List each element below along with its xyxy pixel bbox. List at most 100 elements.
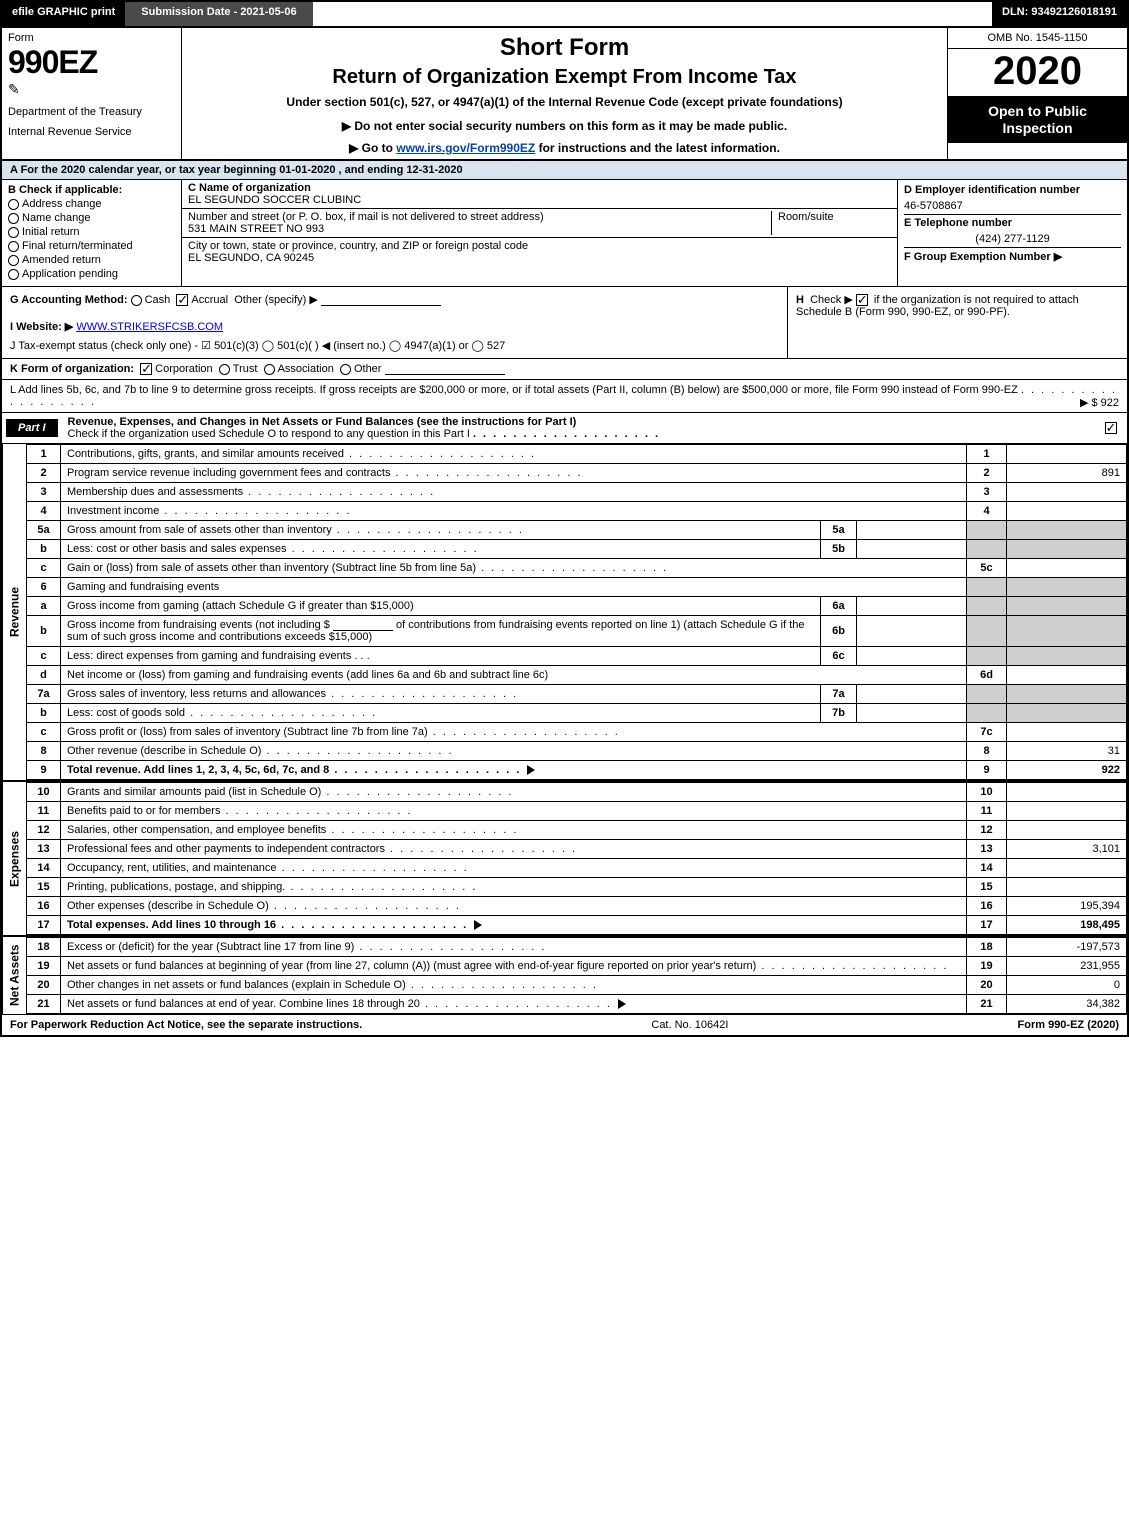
g-accrual-label: Accrual [191,294,228,306]
g-cash-radio[interactable] [131,295,142,306]
street-label: Number and street (or P. O. box, if mail… [188,211,544,223]
dept-treasury: Department of the Treasury [8,106,175,118]
k-other-radio[interactable] [340,364,351,375]
header-left: Form 990EZ ✎ Department of the Treasury … [2,28,182,159]
chk-final-return[interactable]: Final return/terminated [8,240,175,252]
top-bar: efile GRAPHIC print Submission Date - 20… [0,0,1129,28]
table-row: 18Excess or (deficit) for the year (Subt… [27,938,1127,957]
block-gh: G Accounting Method: Cash Accrual Other … [0,287,1129,359]
org-name-label: C Name of organization [188,182,311,194]
table-row: bLess: cost or other basis and sales exp… [27,540,1127,559]
table-row: cGain or (loss) from sale of assets othe… [27,559,1127,578]
page-footer: For Paperwork Reduction Act Notice, see … [0,1014,1129,1037]
revenue-vlabel: Revenue [2,444,26,780]
tel-value: (424) 277-1129 [904,231,1121,247]
netassets-table: 18Excess or (deficit) for the year (Subt… [26,937,1127,1014]
table-row: cGross profit or (loss) from sales of in… [27,723,1127,742]
subtitle: Under section 501(c), 527, or 4947(a)(1)… [190,95,939,109]
website-link[interactable]: WWW.STRIKERSFCSB.COM [76,321,223,333]
table-row: 13Professional fees and other payments t… [27,840,1127,859]
form-header: Form 990EZ ✎ Department of the Treasury … [0,28,1129,161]
title-return: Return of Organization Exempt From Incom… [190,66,939,89]
line-a-tax-year: A For the 2020 calendar year, or tax yea… [0,161,1129,180]
tax-year: 2020 [948,49,1127,97]
arrow-icon [474,920,482,930]
part1-schedule-o-check[interactable] [1097,422,1127,434]
city-value: EL SEGUNDO, CA 90245 [188,252,314,264]
goto-pre: ▶ Go to [349,141,396,155]
table-row: 21Net assets or fund balances at end of … [27,995,1127,1014]
irs-seal-icon: ✎ [8,81,175,98]
i-label: I Website: ▶ [10,321,73,333]
ein-value: 46-5708867 [904,198,1121,214]
k-corporation-label: Corporation [155,363,212,375]
table-row: 3Membership dues and assessments3 [27,483,1127,502]
k-corporation-check[interactable] [140,363,152,375]
submission-date: Submission Date - 2021-05-06 [125,2,312,26]
k-label: K Form of organization: [10,363,134,375]
table-row: 8Other revenue (describe in Schedule O)8… [27,742,1127,761]
expenses-section: Expenses 10Grants and similar amounts pa… [0,780,1129,935]
chk-amended-return[interactable]: Amended return [8,254,175,266]
table-row: 7aGross sales of inventory, less returns… [27,685,1127,704]
table-row: 9Total revenue. Add lines 1, 2, 3, 4, 5c… [27,761,1127,780]
street-value: 531 MAIN STREET NO 993 [188,223,324,235]
table-row: 1Contributions, gifts, grants, and simil… [27,445,1127,464]
table-row: aGross income from gaming (attach Schedu… [27,597,1127,616]
netassets-section: Net Assets 18Excess or (deficit) for the… [0,935,1129,1014]
chk-address-change[interactable]: Address change [8,198,175,210]
form-ref: Form 990-EZ (2020) [1018,1019,1119,1031]
g-other-input[interactable] [321,294,441,306]
table-row: 14Occupancy, rent, utilities, and mainte… [27,859,1127,878]
table-row: cLess: direct expenses from gaming and f… [27,647,1127,666]
h-text1: Check ▶ [810,294,856,306]
header-center: Short Form Return of Organization Exempt… [182,28,947,159]
table-row: 19Net assets or fund balances at beginni… [27,957,1127,976]
g-accrual-check[interactable] [176,294,188,306]
k-association-radio[interactable] [264,364,275,375]
irs-line: Internal Revenue Service [8,126,175,138]
expenses-vlabel: Expenses [2,782,26,935]
table-row: 5aGross amount from sale of assets other… [27,521,1127,540]
table-row: 2Program service revenue including gover… [27,464,1127,483]
col-b: B Check if applicable: Address change Na… [2,180,182,286]
k-other-input[interactable] [385,363,505,375]
header-right: OMB No. 1545-1150 2020 Open to Public In… [947,28,1127,159]
org-name-row: C Name of organization EL SEGUNDO SOCCER… [182,180,897,209]
h-checkbox[interactable] [856,294,868,306]
table-row: 17Total expenses. Add lines 10 through 1… [27,916,1127,935]
arrow-icon [618,999,626,1009]
room-suite: Room/suite [771,211,891,235]
row-l: L Add lines 5b, 6c, and 7b to line 9 to … [0,380,1129,413]
netassets-vlabel: Net Assets [2,937,26,1014]
chk-application-pending[interactable]: Application pending [8,268,175,280]
org-name-value: EL SEGUNDO SOCCER CLUBINC [188,194,361,206]
chk-initial-return[interactable]: Initial return [8,226,175,238]
k-other-label: Other [354,363,382,375]
row-k: K Form of organization: Corporation Trus… [0,359,1129,380]
form-word: Form [8,32,175,44]
table-row: dNet income or (loss) from gaming and fu… [27,666,1127,685]
chk-name-change[interactable]: Name change [8,212,175,224]
k-trust-radio[interactable] [219,364,230,375]
goto-link[interactable]: www.irs.gov/Form990EZ [396,141,535,155]
l-amount: ▶ $ 922 [1080,396,1119,409]
h-label: H [796,294,804,306]
k-trust-label: Trust [233,363,258,375]
goto-post: for instructions and the latest informat… [535,141,780,155]
g-other-label: Other (specify) ▶ [234,294,318,306]
dots-icon [473,428,660,440]
tel-label: E Telephone number [904,214,1121,231]
table-row: 10Grants and similar amounts paid (list … [27,783,1127,802]
city-label: City or town, state or province, country… [188,240,528,252]
col-def: D Employer identification number 46-5708… [897,180,1127,286]
row-h: H Check ▶ if the organization is not req… [787,287,1127,358]
part1-subtitle: Check if the organization used Schedule … [68,428,470,440]
row-g-accounting: G Accounting Method: Cash Accrual Other … [2,287,787,358]
spacer [313,2,992,26]
table-row: 16Other expenses (describe in Schedule O… [27,897,1127,916]
l-text: L Add lines 5b, 6c, and 7b to line 9 to … [10,384,1018,396]
city-row: City or town, state or province, country… [182,238,897,266]
efile-print-button[interactable]: efile GRAPHIC print [2,2,125,26]
g-label: G Accounting Method: [10,294,128,306]
